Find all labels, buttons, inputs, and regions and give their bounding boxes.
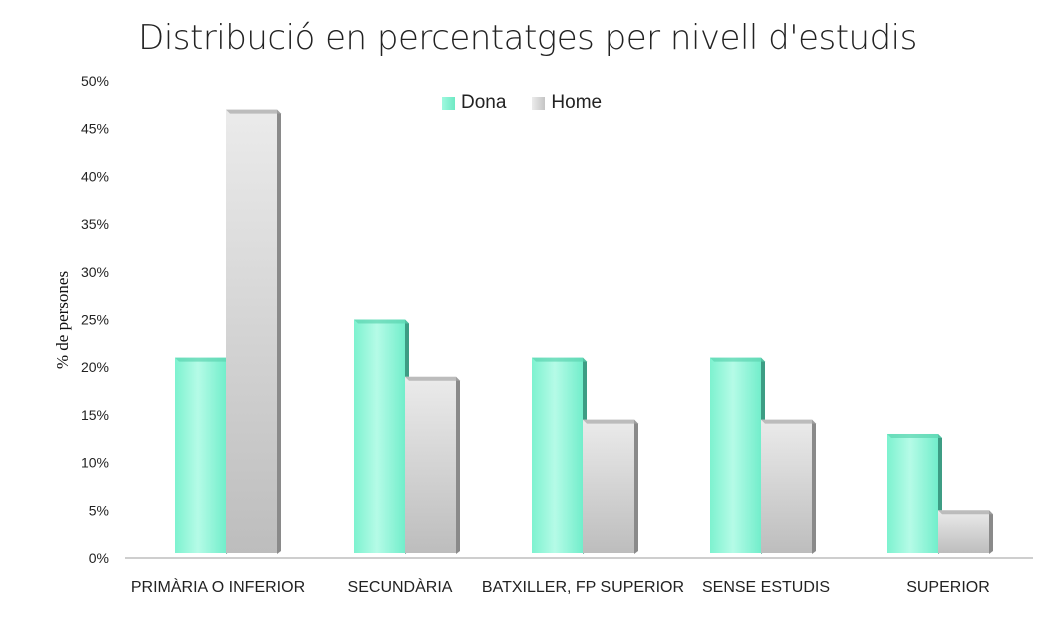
legend-label-home: Home — [551, 92, 603, 113]
y-tick-label: 15% — [81, 407, 109, 423]
bar-face — [226, 109, 277, 554]
bar-home — [761, 419, 816, 554]
legend-item-home: Home — [532, 92, 602, 114]
bar-dona — [710, 357, 765, 554]
bar-top — [710, 357, 765, 362]
bar-side — [456, 376, 460, 554]
bar-face — [175, 357, 226, 553]
legend-swatch-dona — [442, 96, 455, 110]
bar-side — [277, 109, 281, 555]
bar-top — [354, 319, 409, 324]
bar-dona — [354, 319, 409, 554]
y-tick-label: 40% — [81, 168, 109, 184]
y-tick-label: 35% — [81, 216, 109, 232]
x-category-label: SENSE ESTUDIS — [702, 579, 830, 596]
bar-face — [761, 419, 812, 553]
x-category-label: PRIMÀRIA O INFERIOR — [131, 577, 305, 596]
bar-side — [989, 510, 993, 554]
bar-side — [634, 419, 638, 554]
x-category-label: SUPERIOR — [906, 579, 990, 596]
y-tick-label: 20% — [81, 359, 109, 375]
bar-top — [405, 376, 460, 381]
y-tick-label: 30% — [81, 264, 109, 280]
y-tick-label: 0% — [89, 550, 109, 566]
bar-home — [938, 510, 993, 554]
x-category-label: BATXILLER, FP SUPERIOR — [482, 579, 684, 596]
bar-top — [175, 357, 230, 362]
bar-top — [226, 109, 281, 114]
bar-face — [405, 376, 456, 553]
x-category-label: SECUNDÀRIA — [348, 577, 453, 596]
bar-home — [226, 109, 281, 555]
bar-dona — [175, 357, 230, 554]
legend-swatch-home — [532, 96, 546, 110]
legend-item-dona: Dona — [442, 92, 506, 114]
legend: Dona Home — [442, 92, 602, 114]
y-tick-label: 50% — [81, 73, 109, 89]
chart-title: Distribució en percentatges per nivell d… — [138, 18, 917, 58]
bar-face — [354, 319, 405, 553]
bar-face — [938, 510, 989, 553]
bar-home — [583, 419, 638, 554]
bar-face — [887, 433, 938, 553]
y-tick-label: 25% — [81, 312, 109, 328]
bar-face — [710, 357, 761, 553]
bar-dona — [887, 433, 942, 554]
y-tick-label: 45% — [81, 121, 109, 137]
bar-home — [405, 376, 460, 554]
bar-face — [532, 357, 583, 553]
bar-side — [812, 419, 816, 554]
bar-top — [583, 419, 638, 424]
y-tick-label: 5% — [89, 502, 109, 518]
bar-dona — [532, 357, 587, 554]
bar-top — [532, 357, 587, 362]
legend-label-dona: Dona — [461, 92, 507, 113]
bar-top — [938, 510, 993, 515]
bar-top — [761, 419, 816, 424]
bar-face — [583, 419, 634, 553]
bar-top — [887, 433, 942, 438]
y-tick-label: 10% — [81, 455, 109, 471]
